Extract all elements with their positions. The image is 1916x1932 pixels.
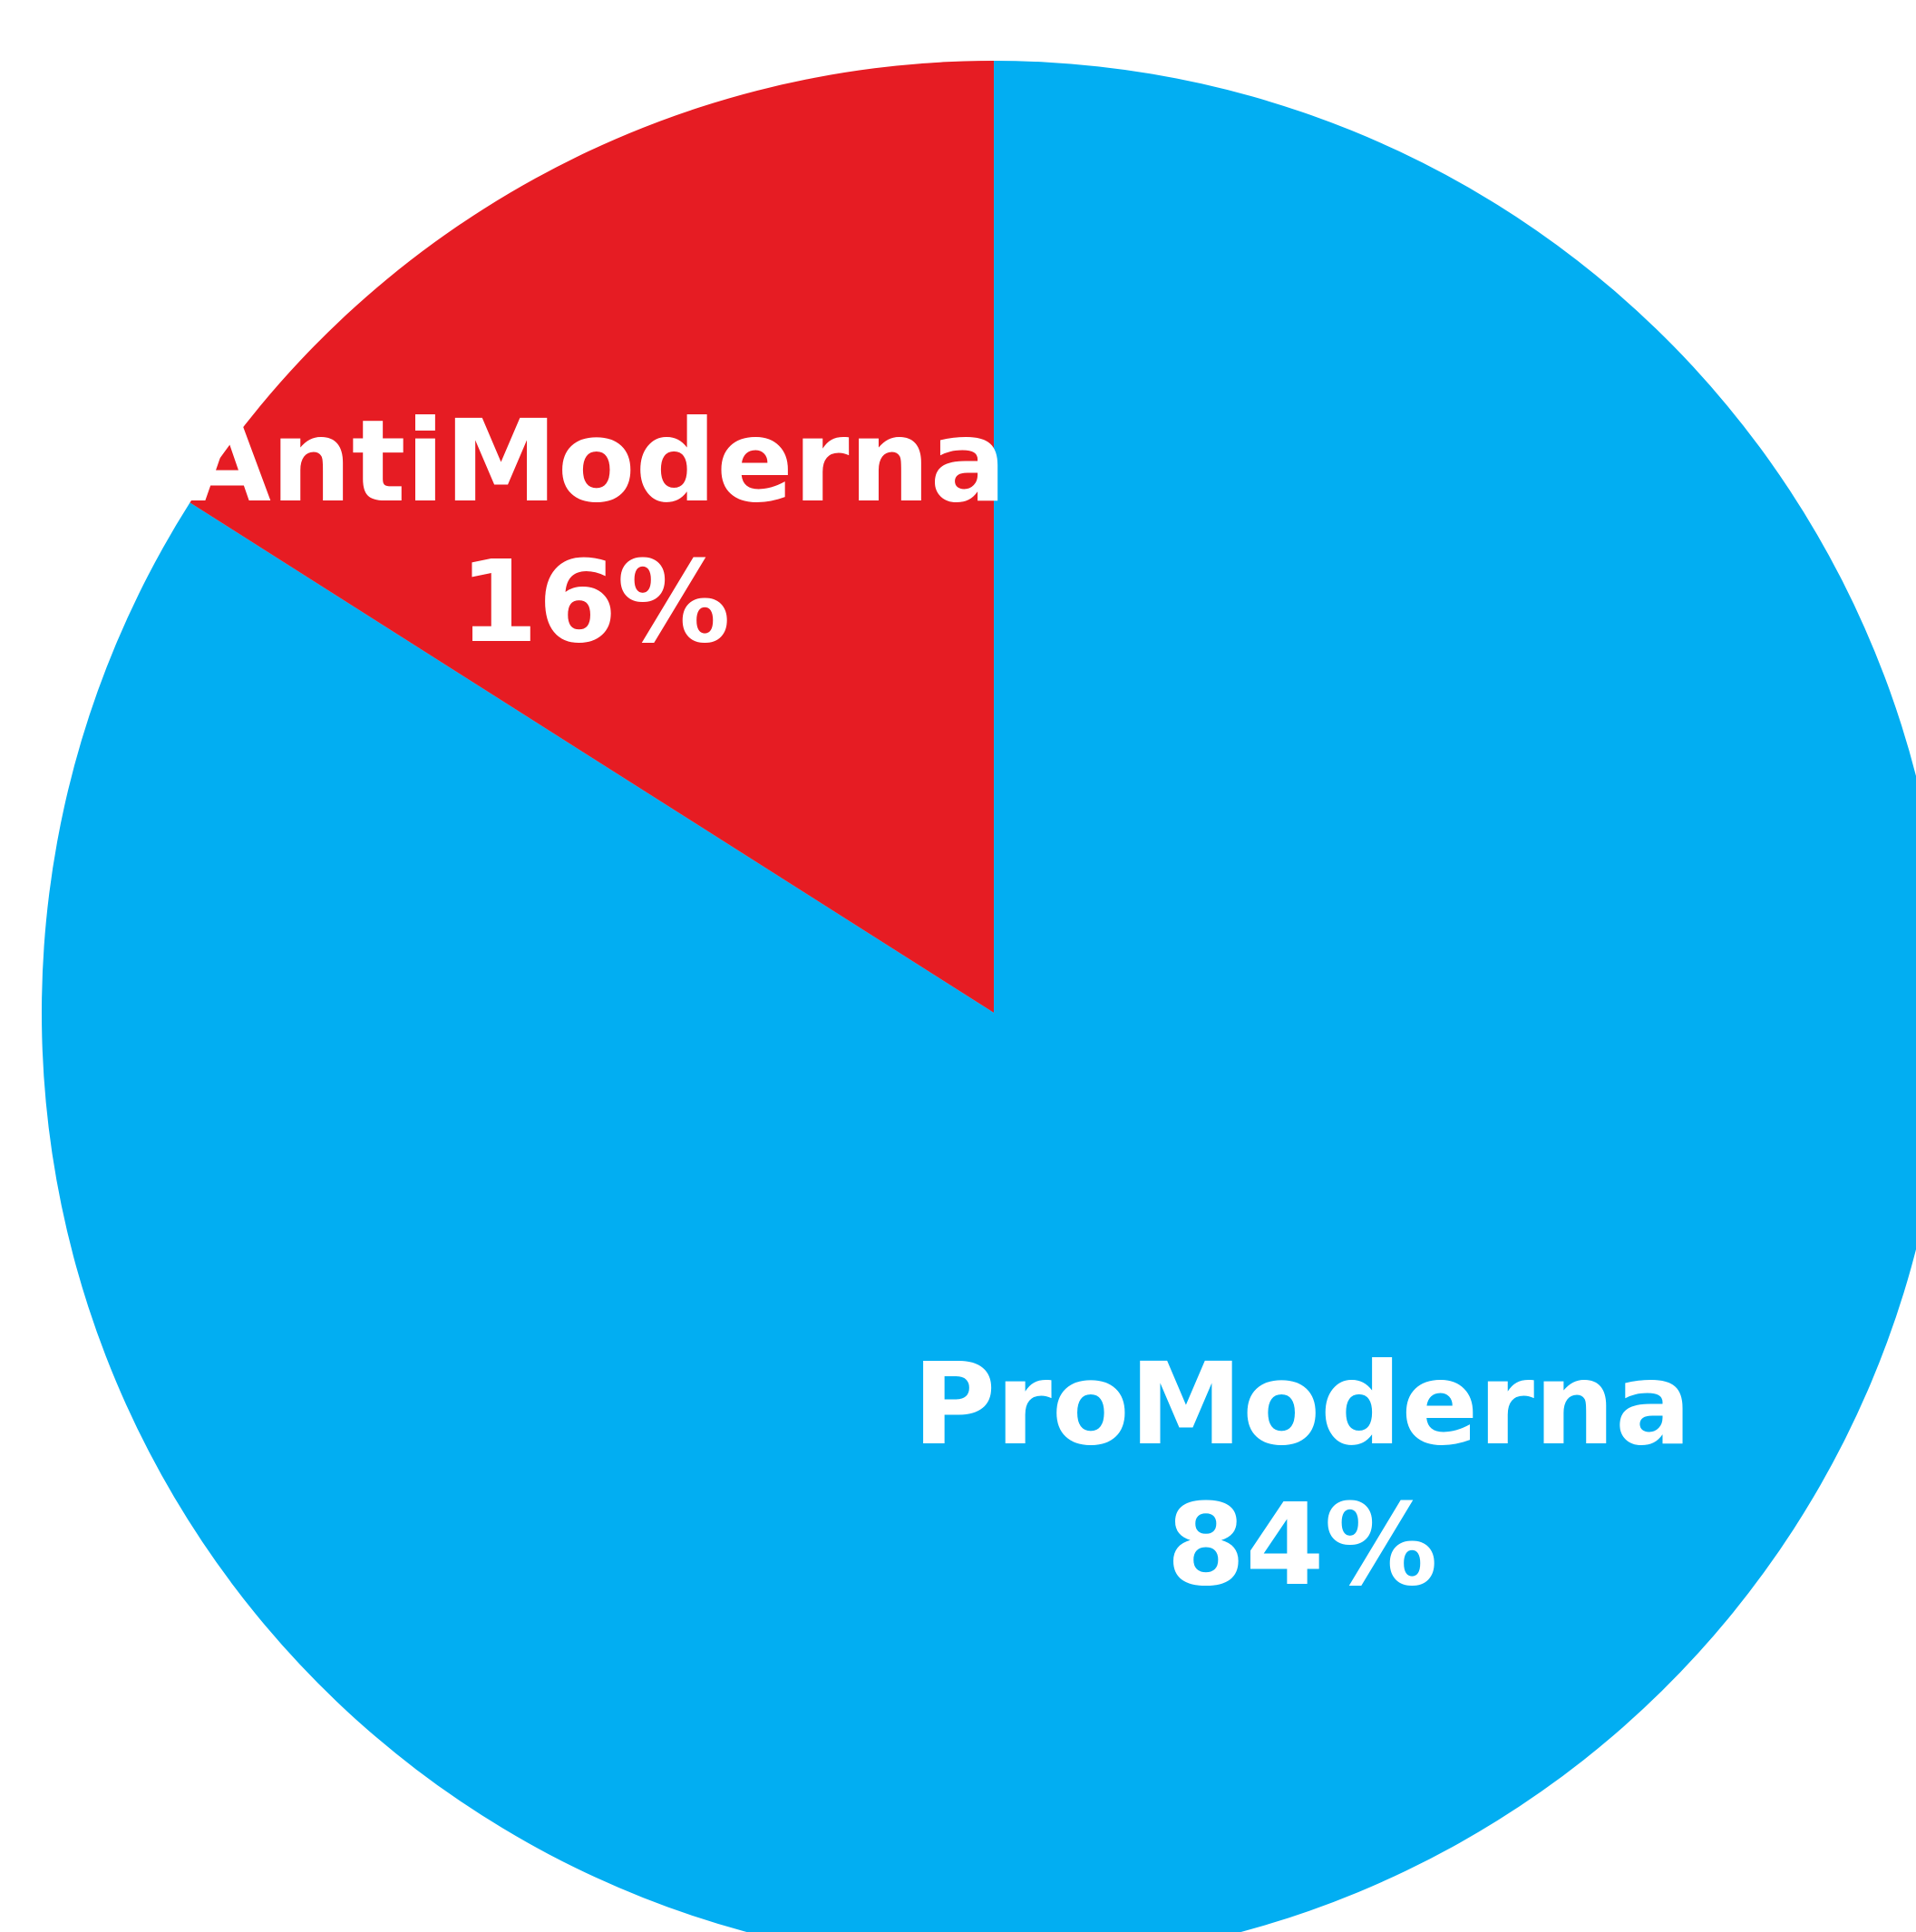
slice-label-promoderna: ProModerna <box>913 1339 1692 1471</box>
slice-label-antimoderna: AntiModerna <box>183 396 1007 528</box>
pie-slice-promoderna <box>42 61 1916 1932</box>
pie-slice-antimoderna <box>190 61 994 1013</box>
slice-value-antimoderna: 16% <box>459 537 730 668</box>
slice-value-promoderna: 84% <box>1166 1480 1437 1611</box>
slices-layer <box>42 61 1916 1932</box>
